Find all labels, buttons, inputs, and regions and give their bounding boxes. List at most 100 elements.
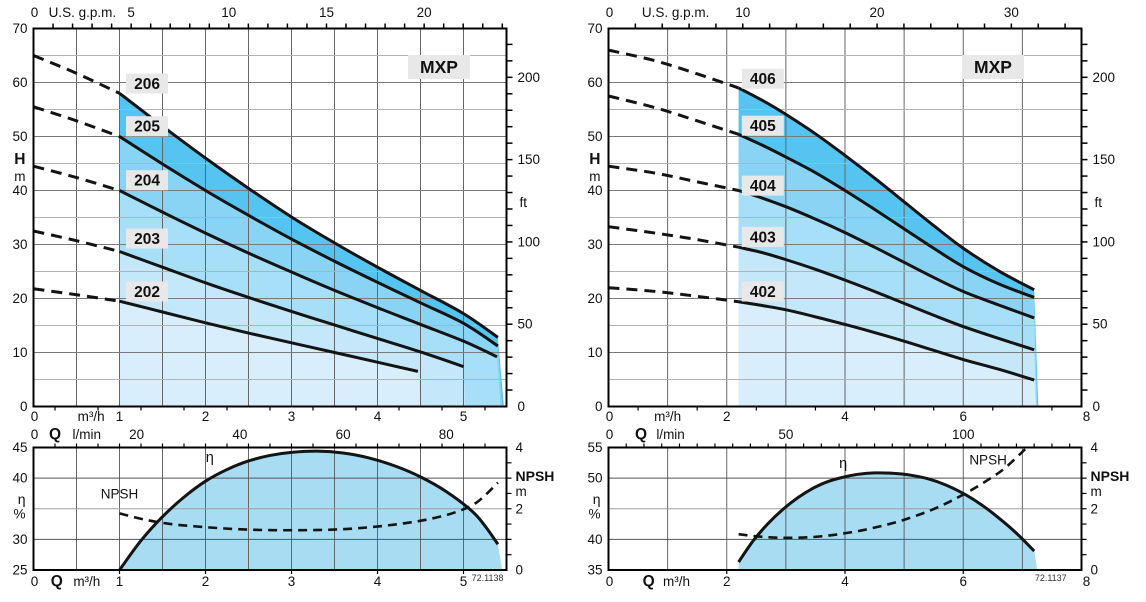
efficiency-fill: [119, 451, 503, 570]
gpm-axis-title: U.S. g.p.m.: [49, 5, 117, 20]
eta-curve-label: η: [206, 450, 214, 466]
curve-label-bg-404: [741, 175, 784, 196]
m3h-tick-label: 4: [841, 409, 849, 424]
q-tick-label: 1: [116, 574, 124, 589]
h-axis-tick-label: 50: [12, 129, 27, 144]
gpm-tick-label: 30: [1004, 5, 1019, 20]
grid: [33, 447, 507, 570]
q-unit-label: m³/h: [73, 574, 100, 589]
curve-label-bg-406: [741, 68, 784, 89]
m3h-zero-label: 0: [31, 409, 39, 424]
ft-axis-tick-label: 150: [518, 152, 541, 167]
chart-title-bg: [408, 55, 470, 79]
curve-label-bg-202: [126, 281, 169, 302]
q-tick-label: 5: [460, 574, 468, 589]
eta-axis-unit: %: [588, 506, 600, 521]
chart-title-bg: [962, 55, 1024, 79]
curve-label-bg-405: [741, 115, 784, 136]
lmin-tick-label: 100: [952, 427, 975, 442]
gpm-zero-label: 0: [31, 5, 39, 20]
npsh-curve: [119, 481, 499, 532]
eta-axis-unit: %: [13, 506, 25, 521]
curve-label-404: 404: [750, 178, 776, 195]
plot-border: [32, 446, 508, 571]
q-tick-label: 4: [374, 574, 382, 589]
lmin-tick-label: 60: [336, 427, 351, 442]
q-zero-label: 0: [31, 574, 39, 589]
npsh-axis-tick-label: 0: [516, 563, 524, 578]
ft-axis-tick-label: 0: [1093, 399, 1101, 414]
eta-axis-tick-label: 40: [12, 471, 27, 486]
curve-405-dashed: [608, 94, 740, 136]
eta-axis-title: η: [593, 491, 601, 507]
ft-axis-tick-label: 0: [518, 399, 526, 414]
eta-curve: [737, 471, 1036, 563]
curve-label-402: 402: [750, 284, 776, 301]
curve-label-bg-403: [741, 226, 784, 247]
ft-axis-tick-label: 150: [1093, 152, 1116, 167]
q-axis-title: Q: [49, 426, 61, 443]
q-tick-label: 2: [723, 574, 731, 589]
m3h-tick-label: 2: [202, 409, 210, 424]
curve-label-204: 204: [134, 173, 160, 190]
q-axis-title: Q: [51, 573, 63, 590]
gpm-tick-label: 20: [417, 5, 432, 20]
curve-404-dashed: [608, 164, 739, 192]
lmin-tick-label: 80: [439, 427, 454, 442]
eta-axis-tick-label: 35: [587, 563, 602, 578]
q-tick-label: 4: [841, 574, 849, 589]
curve-label-bg-203: [126, 228, 169, 249]
q-tick-label: 8: [1083, 574, 1091, 589]
curve-205-dashed: [33, 105, 121, 138]
m3h-zero-label: 0: [606, 409, 614, 424]
npsh-axis-title: NPSH: [516, 468, 555, 484]
plot-border: [607, 27, 1083, 408]
m3h-tick-label: 2: [723, 409, 731, 424]
ft-axis-tick-label: 200: [518, 70, 541, 85]
q-tick-label: 2: [202, 574, 210, 589]
curve-406: [737, 86, 1035, 292]
ft-axis-tick-label: 50: [518, 317, 533, 332]
m3h-tick-label: 8: [1083, 409, 1091, 424]
figure-code: 72.1138: [472, 573, 504, 583]
efficiency-fill: [738, 472, 1038, 570]
h-axis-tick-label: 0: [20, 399, 28, 414]
curve-403-dashed: [608, 225, 739, 249]
curve-label-bg-402: [741, 281, 784, 302]
h-axis-tick-label: 40: [12, 183, 27, 198]
m3h-tick-label: 4: [374, 409, 382, 424]
curve-206-dashed: [32, 54, 121, 95]
curve-label-406: 406: [750, 71, 776, 88]
h-axis-title: H: [589, 151, 600, 168]
curve-404: [738, 189, 1035, 320]
h-axis-tick-label: 70: [587, 21, 602, 36]
m3h-tick-label: 6: [959, 409, 967, 424]
lmin-tick-label: 40: [232, 427, 247, 442]
h-axis-tick-label: 60: [12, 75, 27, 90]
curve-202: [119, 299, 419, 373]
lmin-tick-label: 20: [129, 427, 144, 442]
lmin-tick-label: 50: [778, 427, 793, 442]
h-axis-tick-label: 50: [587, 129, 602, 144]
ft-axis-tick-label: 50: [1093, 317, 1108, 332]
chart-title: MXP: [420, 57, 458, 77]
curve-403: [738, 245, 1035, 352]
curve-label-205: 205: [134, 119, 160, 136]
gpm-tick-label: 15: [319, 5, 334, 20]
h-axis-tick-label: 40: [587, 183, 602, 198]
eta-axis-tick-label: 30: [12, 532, 27, 547]
curve-label-403: 403: [750, 229, 776, 246]
curve-406-dashed: [608, 48, 740, 90]
gpm-tick-label: 20: [870, 5, 885, 20]
h-axis-tick-label: 60: [587, 75, 602, 90]
curve-label-bg-204: [126, 170, 169, 191]
h-axis-tick-label: 70: [12, 21, 27, 36]
npsh-axis-tick-label: 2: [516, 501, 524, 516]
h-axis-tick-label: 30: [12, 237, 27, 252]
gpm-axis-title: U.S. g.p.m.: [642, 5, 710, 20]
lmin-zero-label: 0: [31, 427, 39, 442]
curve-label-202: 202: [134, 284, 160, 301]
